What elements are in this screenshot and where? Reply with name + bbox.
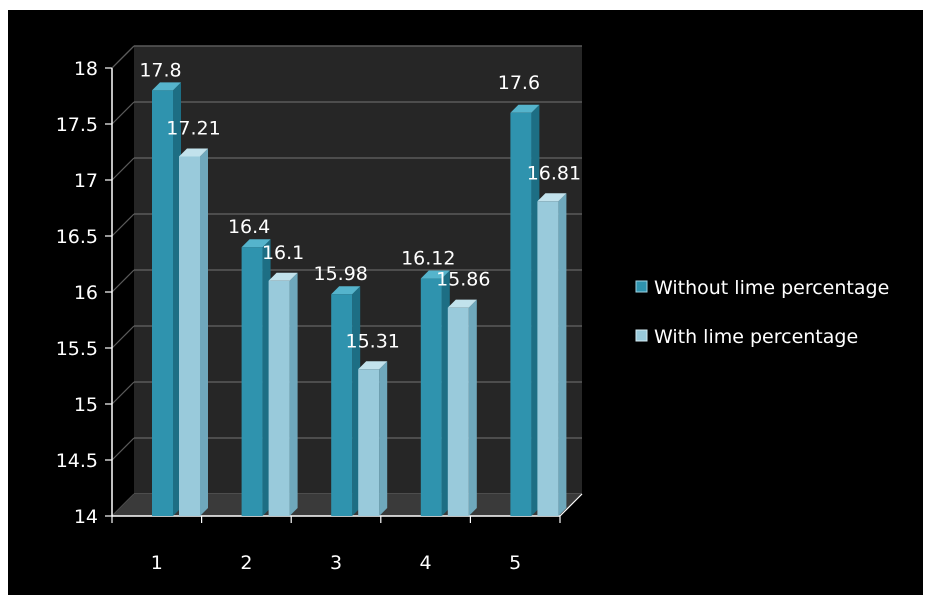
x-axis-ticks: 1 2 3 4 5 <box>151 552 521 574</box>
bar-front <box>179 156 200 517</box>
bar-top <box>510 104 540 113</box>
bar <box>241 239 271 516</box>
data-label: 15.31 <box>345 330 399 352</box>
gridline-side <box>111 213 135 237</box>
gridline-side <box>111 325 135 349</box>
y-tick-label: 16.5 <box>56 226 98 248</box>
y-tick-label: 16 <box>74 282 98 304</box>
bar-top <box>537 193 567 202</box>
bar-front <box>241 247 263 516</box>
data-label: 17.21 <box>166 117 220 139</box>
bar-front <box>152 90 173 517</box>
y-tick-label: 15.5 <box>56 338 98 360</box>
bar <box>447 299 477 516</box>
bar-top <box>420 270 450 279</box>
x-tick-label: 1 <box>151 552 163 574</box>
data-label: 17.6 <box>498 72 540 94</box>
bar-top <box>268 272 298 281</box>
bar <box>331 286 361 516</box>
y-tick-label: 18 <box>74 58 98 80</box>
data-label: 16.81 <box>527 162 581 184</box>
y-tick-label: 14.5 <box>56 450 98 472</box>
gridline-side <box>111 269 135 293</box>
data-label: 16.4 <box>228 216 270 238</box>
bar-side <box>289 272 298 516</box>
gridline-side <box>111 437 135 461</box>
legend-swatch-without-lime <box>635 280 648 293</box>
bar-top <box>152 82 181 91</box>
y-axis-ticks: 14 14.5 15 15.5 16 16.5 17 17.5 18 <box>56 58 98 528</box>
legend-label-with-lime: With lime percentage <box>654 326 858 348</box>
bar <box>152 82 181 517</box>
bar-top <box>241 239 271 248</box>
x-tick-label: 2 <box>240 552 252 574</box>
bar-top <box>447 299 477 308</box>
gridline-side <box>111 101 135 125</box>
y-axis-depth <box>111 45 135 69</box>
bar <box>358 361 388 516</box>
bar-front <box>447 307 469 516</box>
legend: Without lime percentage With lime percen… <box>635 277 889 348</box>
bar-side <box>200 148 208 517</box>
bar-side <box>379 361 388 516</box>
bar-front <box>420 278 442 516</box>
bar-side <box>558 193 567 516</box>
data-label: 15.98 <box>313 263 367 285</box>
y-tick-label: 17 <box>74 170 98 192</box>
legend-swatch-with-lime <box>635 329 648 342</box>
bar <box>420 270 450 516</box>
bar-front <box>510 112 532 517</box>
y-tick-label: 17.5 <box>56 114 98 136</box>
bar <box>537 193 567 516</box>
y-tick-label: 14 <box>74 506 98 528</box>
bar-front <box>358 369 380 516</box>
x-tick-label: 3 <box>330 552 342 574</box>
bar <box>268 272 298 516</box>
data-label: 16.12 <box>401 248 455 270</box>
legend-label-without-lime: Without lime percentage <box>654 277 889 299</box>
bar-side <box>468 299 477 516</box>
x-axis-depth <box>559 493 583 517</box>
bar-front <box>331 294 353 516</box>
data-label: 17.8 <box>139 59 181 81</box>
data-labels: 17.8 16.4 15.98 16.12 17.6 17.21 16.1 15.31 15.8… <box>139 59 581 352</box>
bar-top <box>358 361 388 370</box>
x-tick-label: 4 <box>420 552 432 574</box>
gridline-side <box>111 157 135 181</box>
bar-front <box>537 201 559 516</box>
x-tick-label: 5 <box>509 552 521 574</box>
y-tick-label: 15 <box>74 394 98 416</box>
gridline-side <box>111 381 135 405</box>
legend-item-without-lime: Without lime percentage <box>635 277 889 299</box>
bar-top <box>331 286 361 295</box>
bar <box>179 148 208 517</box>
data-label: 16.1 <box>262 242 304 264</box>
bar-top <box>179 148 208 157</box>
legend-item-with-lime: With lime percentage <box>635 326 858 348</box>
bars <box>152 82 567 517</box>
bar-front <box>268 280 290 516</box>
data-label: 15.86 <box>436 269 490 291</box>
